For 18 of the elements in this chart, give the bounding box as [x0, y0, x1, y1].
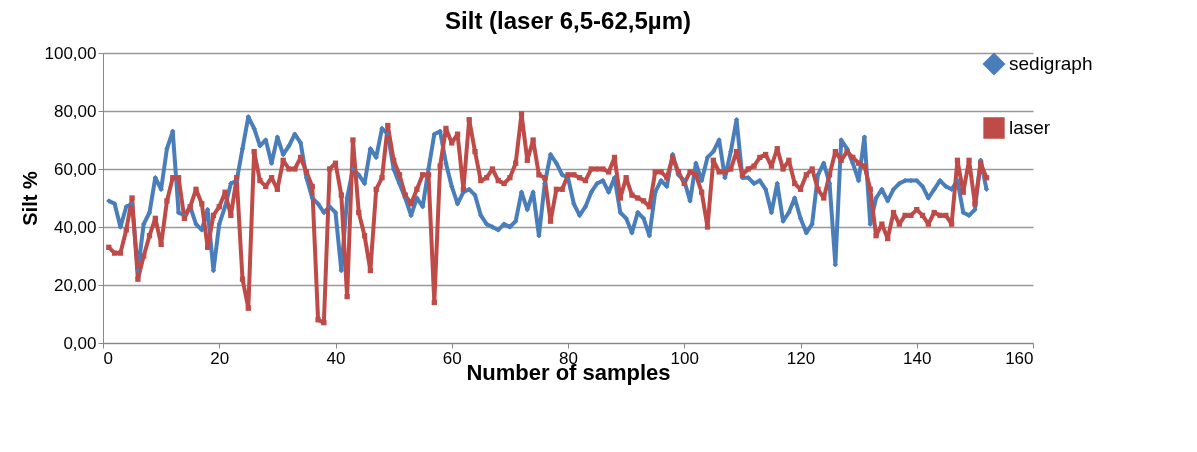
- legend-label: sedigraph: [1009, 53, 1093, 74]
- y-tick-label: 20,00: [53, 275, 97, 295]
- x-tick-label: 60: [442, 348, 462, 368]
- x-tick-label: 160: [1005, 348, 1034, 368]
- x-tick-label: 40: [326, 348, 346, 368]
- x-tick-label: 120: [786, 348, 816, 368]
- y-axis-title: Silt %: [18, 171, 41, 226]
- x-tick-label: 100: [670, 348, 699, 368]
- x-tick-label: 20: [210, 348, 230, 368]
- y-tick-label: 0,00: [63, 333, 97, 353]
- x-tick-label: 140: [903, 348, 932, 368]
- y-tick-label: 40,00: [53, 217, 97, 237]
- chart-title: Silt (laser 6,5-62,5µm): [445, 7, 691, 34]
- legend-label: laser: [1009, 117, 1051, 138]
- y-tick-label: 100,00: [44, 43, 97, 63]
- y-tick-label: 60,00: [53, 159, 97, 179]
- x-tick-label: 0: [103, 348, 113, 368]
- y-tick-label: 80,00: [53, 101, 97, 121]
